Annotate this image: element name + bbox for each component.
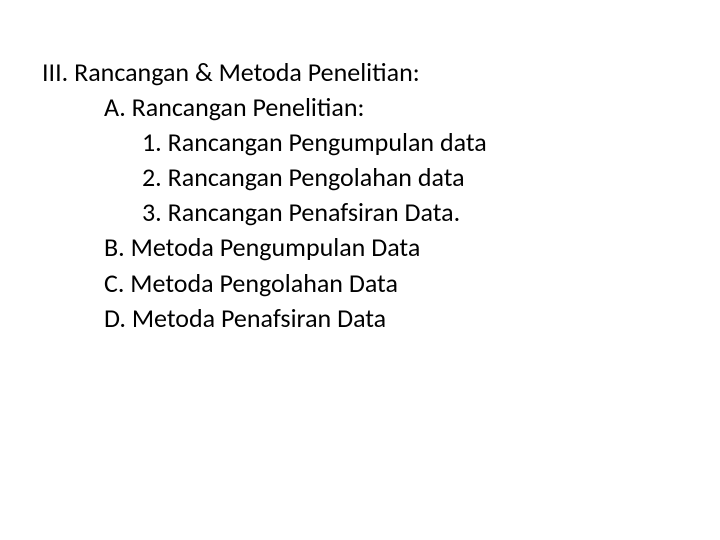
section-d: D. Metoda Penafsiran Data	[104, 301, 720, 336]
section-a-title: A. Rancangan Penelitian:	[104, 90, 720, 125]
section-c: C. Metoda Pengolahan Data	[104, 266, 720, 301]
section-a-item-1: 1. Rancangan Pengumpulan data	[142, 125, 720, 160]
section-b: B. Metoda Pengumpulan Data	[104, 230, 720, 265]
section-a-item-3: 3. Rancangan Penafsiran Data.	[142, 195, 720, 230]
outline-heading: III. Rancangan & Metoda Penelitian:	[42, 55, 720, 90]
section-a-item-2: 2. Rancangan Pengolahan data	[142, 160, 720, 195]
